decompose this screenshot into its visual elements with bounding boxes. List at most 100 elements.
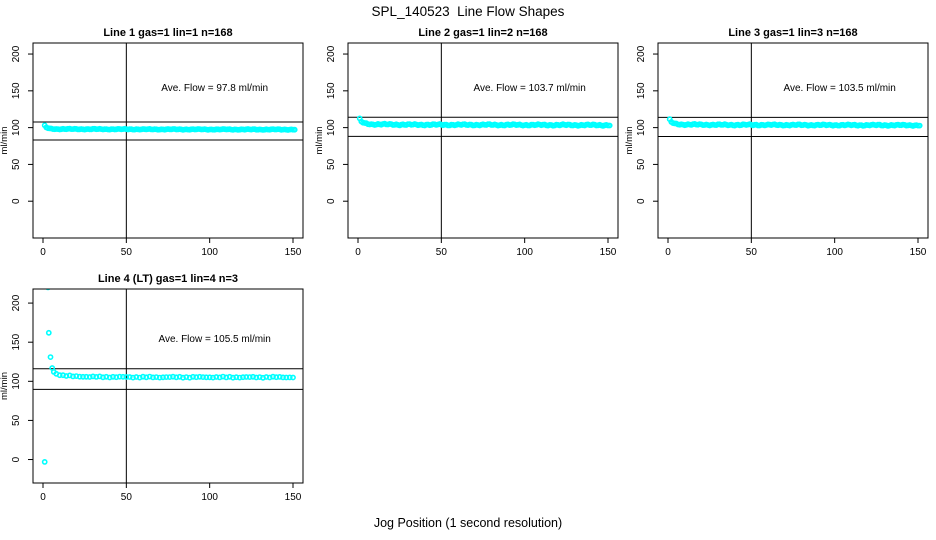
data-points [666,116,923,129]
panel-title: Line 3 gas=1 lin=3 n=168 [728,27,857,39]
plot-frame [657,42,929,239]
flow-panel: 0 50 100 150 0 50 100 150 200 Line 4 (LT) gas=1 l… [0,273,304,503]
y-tick-label: 150 [326,82,337,99]
data-point [130,374,136,381]
data-point [280,374,286,381]
data-points [356,115,613,129]
data-point [290,374,296,381]
data-point [166,374,173,380]
plot-frame [32,288,304,484]
y-tick-label: 0 [11,198,22,204]
ave-flow-annotation: Ave. Flow = 103.5 ml/min [783,83,895,94]
x-tick-label: 0 [40,492,46,503]
data-point [180,374,186,381]
plot-frame [347,42,619,239]
data-point [70,373,76,380]
y-tick-label: 150 [11,82,22,99]
y-tick-label: 200 [11,45,22,62]
x-tick-label: 50 [746,247,758,258]
y-tick-label: 0 [11,456,22,462]
x-tick-label: 0 [355,247,361,258]
y-tick-label: 150 [636,82,647,99]
data-points [41,289,296,465]
data-point [123,374,130,380]
data-point [236,374,243,381]
y-tick-label: 200 [636,45,647,62]
chart-x-axis-label: Jog Position (1 second resolution) [373,516,563,530]
data-point [916,122,923,129]
x-tick-label: 150 [285,492,302,503]
y-axis-label: ml/min [314,127,325,155]
data-point [190,373,196,380]
y-tick-label: 0 [326,198,337,204]
panel-title: Line 4 (LT) gas=1 lin=4 n=3 [98,273,238,285]
data-points [41,122,298,133]
y-axis-label: ml/min [0,372,10,400]
data-point [100,374,106,381]
data-point [286,374,293,381]
flow-panel: 0 50 100 150 0 50 100 150 200 Line 2 gas=1 lin=2 … [314,27,619,258]
y-tick-label: 50 [11,414,22,426]
x-tick-label: 150 [600,247,617,258]
x-tick-label: 0 [665,247,671,258]
x-tick-label: 100 [201,247,218,258]
ave-flow-annotation: Ave. Flow = 105.5 ml/min [158,334,270,345]
x-tick-label: 150 [285,247,302,258]
ave-flow-annotation: Ave. Flow = 103.7 ml/min [473,83,585,94]
panel-title: Line 2 gas=1 lin=2 n=168 [418,27,547,39]
y-tick-label: 150 [11,333,22,350]
data-point [47,354,54,360]
data-point [291,126,298,133]
y-axis-label: ml/min [0,127,10,155]
data-point [76,373,83,380]
x-tick-label: 0 [40,247,46,258]
data-point [120,373,126,380]
data-point [41,458,48,465]
data-point [210,374,216,381]
panel-title: Line 1 gas=1 lin=1 n=168 [103,27,232,39]
y-tick-label: 0 [636,198,647,204]
data-point [606,122,613,129]
x-tick-label: 100 [826,247,843,258]
chart-main-title: SPL_140523 Line Flow Shapes [371,4,565,19]
data-point [80,373,86,380]
data-point [160,374,166,381]
data-point [150,374,156,381]
data-point [200,374,206,380]
data-point [45,329,52,336]
data-point [86,374,93,380]
y-tick-label: 50 [11,158,22,170]
y-tick-label: 100 [11,373,22,390]
x-tick-label: 100 [516,247,533,258]
data-point [230,374,236,381]
data-point [90,373,96,380]
data-point [196,373,203,380]
ave-flow-annotation: Ave. Flow = 97.8 ml/min [161,83,268,94]
x-tick-label: 150 [910,247,927,258]
y-tick-label: 100 [636,119,647,136]
data-point [276,373,283,380]
data-point [170,373,176,380]
y-tick-label: 100 [11,119,22,136]
x-tick-label: 50 [121,247,133,258]
data-point [246,374,253,380]
data-point [270,373,276,380]
flow-panel: 0 50 100 150 0 50 100 150 200 Line 3 gas=1 lin=3 … [624,27,929,258]
plot-frame [32,42,304,239]
y-axis-label: ml/min [624,127,635,155]
x-tick-label: 50 [436,247,448,258]
y-tick-label: 200 [326,45,337,62]
y-tick-label: 50 [326,158,337,170]
x-tick-label: 50 [121,492,133,503]
data-point [110,373,116,380]
data-point [240,374,246,381]
flow-panel: 0 50 100 150 0 50 100 150 200 Line 1 gas=1 lin=1 … [0,27,304,258]
data-point [116,373,123,380]
y-tick-label: 50 [636,158,647,170]
data-point [206,374,213,381]
data-point [140,373,146,380]
data-point [126,374,133,380]
x-tick-label: 100 [201,492,218,503]
